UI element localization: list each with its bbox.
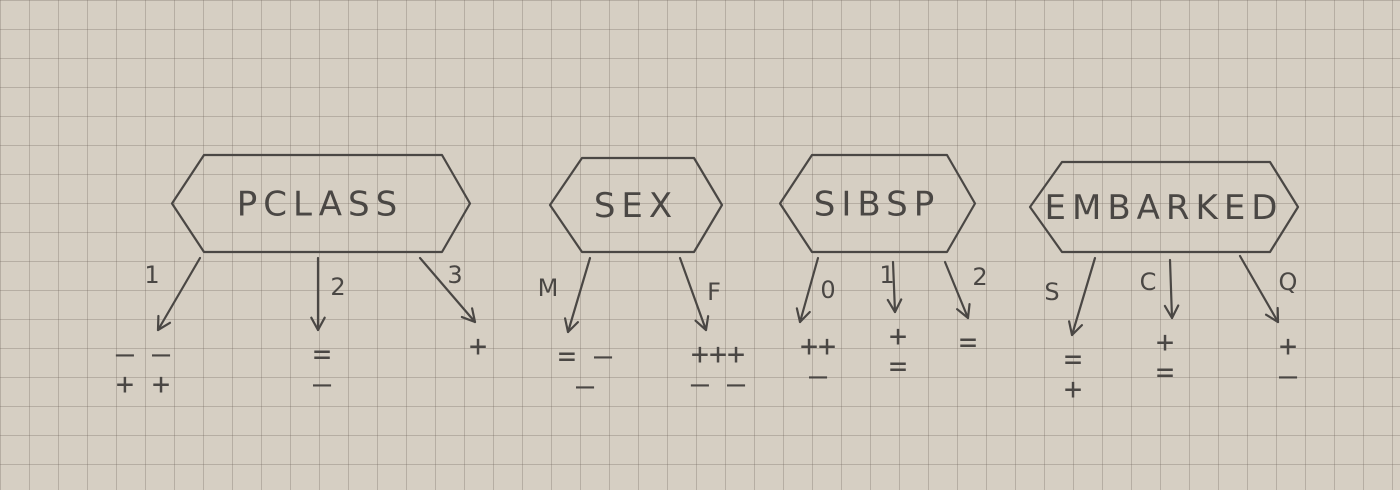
branch-label: 0 xyxy=(820,276,835,304)
branch-label: C xyxy=(1140,268,1157,296)
node-hexagon xyxy=(778,153,977,254)
branch-label: 1 xyxy=(879,261,894,289)
branch-arrow xyxy=(1070,256,1097,337)
branch-arrow xyxy=(943,260,970,320)
arrowhead-icon xyxy=(460,307,477,324)
arrowhead-icon xyxy=(956,302,971,320)
branch-arrow xyxy=(798,256,820,324)
branch-outcome: + + xyxy=(116,367,170,402)
branch-sex-m: M = –— xyxy=(538,256,613,404)
branch-outcome: +++ xyxy=(691,337,745,372)
arrowhead-icon xyxy=(886,298,903,314)
branch-outcome: — xyxy=(809,359,828,394)
branch-sibsp-1: 1 += xyxy=(879,260,907,384)
branch-outcome: + xyxy=(889,319,907,354)
arrowhead-icon xyxy=(563,317,580,334)
branch-outcome: ++ xyxy=(800,329,836,364)
branch-arrow xyxy=(156,256,202,332)
branch-arrow xyxy=(566,256,592,334)
arrowhead-icon xyxy=(694,315,710,332)
node-hexagon xyxy=(1028,160,1300,254)
node-label: SIBSP xyxy=(814,185,940,225)
branch-label: Q xyxy=(1279,268,1298,296)
branch-outcome: + xyxy=(469,329,487,364)
branch-outcome: = – xyxy=(558,339,613,374)
arrowhead-icon xyxy=(156,314,172,332)
branch-label: 1 xyxy=(144,261,159,289)
arrowhead-icon xyxy=(1067,320,1084,337)
branch-label: S xyxy=(1044,278,1059,306)
branch-label: M xyxy=(538,274,559,302)
branch-embarked-s: S =+ xyxy=(1044,256,1097,407)
arrowhead-icon xyxy=(310,316,326,332)
branch-arrow xyxy=(678,256,708,332)
branch-label: 3 xyxy=(447,261,462,289)
branch-outcome: + xyxy=(1156,325,1174,360)
node-label: EMBARKED xyxy=(1045,188,1284,228)
branch-outcome: — xyxy=(313,367,332,402)
node-label: PCLASS xyxy=(237,185,403,225)
branch-pclass-3: 3+ xyxy=(418,256,487,364)
branch-sibsp-0: 0 ++— xyxy=(795,256,836,394)
branch-outcome: = xyxy=(313,337,331,372)
branch-label: 2 xyxy=(972,263,987,291)
branch-outcome: = xyxy=(1156,355,1174,390)
branch-label: F xyxy=(707,278,721,306)
branch-sibsp-2: 2= xyxy=(943,260,988,360)
branch-outcome: — xyxy=(576,369,595,404)
branch-embarked-q: Q +— xyxy=(1238,254,1298,394)
branch-sex-f: F +++— — xyxy=(678,256,746,402)
node-hexagon xyxy=(170,153,472,254)
branch-outcome: — — xyxy=(116,337,171,372)
node-hexagon xyxy=(548,156,724,254)
branch-pclass-1: 1 — —+ + xyxy=(116,256,202,402)
branch-outcome: — — xyxy=(691,367,746,402)
branch-outcome: = xyxy=(889,349,907,384)
arrowhead-icon xyxy=(795,307,811,324)
branch-arrow xyxy=(1238,254,1280,324)
arrowhead-icon xyxy=(1264,306,1280,324)
branch-arrow xyxy=(891,260,897,314)
node-label: SEX xyxy=(594,186,678,226)
branch-embarked-c: C += xyxy=(1140,258,1180,390)
branch-outcome: = xyxy=(959,325,977,360)
branch-label: 2 xyxy=(330,273,345,301)
branch-outcome: + xyxy=(1064,372,1082,407)
branch-outcome: = xyxy=(1064,342,1082,377)
node-sex: SEX M = –— F +++— — xyxy=(538,156,746,404)
arrowhead-icon xyxy=(1163,304,1180,320)
branch-pclass-2: 2 =— xyxy=(310,256,346,402)
branch-arrow xyxy=(1168,258,1174,320)
branch-outcome: — xyxy=(1279,359,1298,394)
branch-outcome: + xyxy=(1279,329,1297,364)
branch-arrow xyxy=(418,256,477,324)
